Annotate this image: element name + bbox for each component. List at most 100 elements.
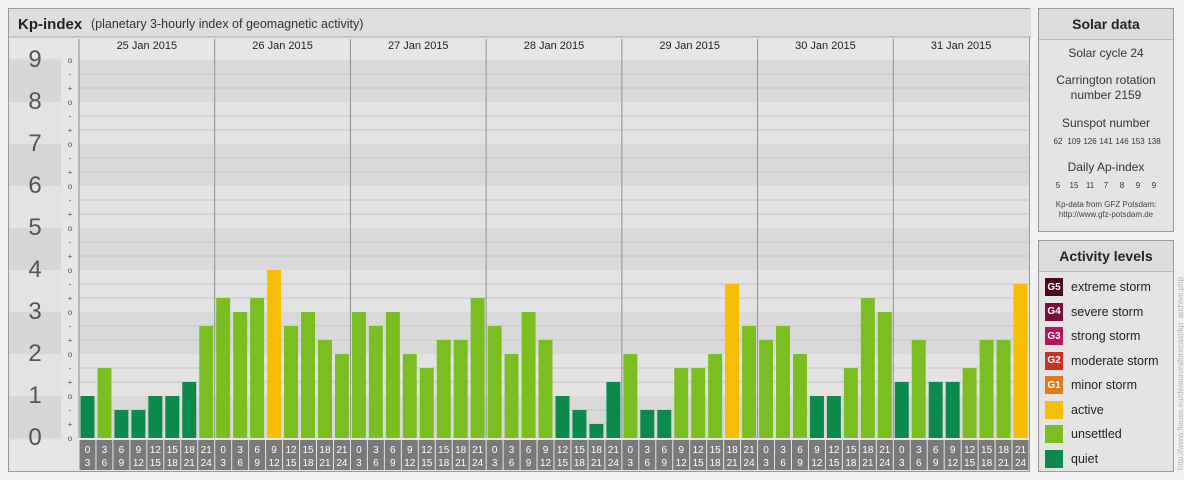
hour-labels: 0336699121215151818212124033669912121515…	[79, 440, 1029, 470]
y-tick-label: 9	[28, 46, 41, 73]
hour-cell	[147, 440, 164, 470]
sub-tick-label: +	[68, 84, 73, 93]
hour-label-end: 15	[557, 458, 569, 469]
sub-tick-label: +	[68, 168, 73, 177]
hour-label-start: 6	[526, 445, 532, 456]
hour-label-end: 15	[150, 458, 162, 469]
hour-label-end: 12	[811, 458, 823, 469]
kp-bar	[843, 367, 858, 438]
y-tick-label: 5	[28, 214, 41, 241]
hour-label-start: 6	[797, 445, 803, 456]
sub-tick-label: -	[69, 112, 72, 121]
hour-label-end: 18	[710, 458, 722, 469]
hour-cell	[1012, 440, 1029, 470]
sunspot-value: 146	[1115, 137, 1129, 146]
kp-bars	[80, 270, 1028, 438]
hour-label-end: 12	[404, 458, 416, 469]
ap-value: 9	[1135, 181, 1141, 190]
hour-label-start: 6	[254, 445, 260, 456]
kp-bar	[708, 354, 723, 438]
kp-axis: 0 1 2 3 4 5 6 7 8 9 o + - o + - o + - o + - o + - o + - o + - o + - o + - o	[9, 39, 80, 451]
kp-bar	[97, 367, 112, 438]
hour-label-start: 18	[998, 445, 1010, 456]
hour-cell	[690, 440, 707, 470]
hour-cell	[79, 440, 96, 470]
y-axis-band	[9, 270, 61, 312]
hour-label-start: 0	[628, 445, 634, 456]
hour-cell	[622, 440, 639, 470]
hour-label-end: 24	[472, 458, 484, 469]
kp-bar	[759, 340, 774, 438]
kp-bar	[809, 396, 824, 438]
kp-bar	[334, 354, 349, 438]
y-axis-band	[9, 354, 61, 396]
hour-label-end: 9	[661, 458, 667, 469]
ap-label: Daily Ap-index	[1067, 160, 1145, 174]
hour-label-start: 12	[828, 445, 840, 456]
hour-label-start: 21	[1015, 445, 1027, 456]
hour-label-start: 12	[964, 445, 976, 456]
ap-value: 9	[1151, 181, 1157, 190]
hour-label-start: 18	[727, 445, 739, 456]
legend-swatch: G4	[1045, 302, 1063, 321]
hour-label-start: 3	[645, 445, 651, 456]
source-link[interactable]: http://www.gfz-potsdam.de	[1058, 210, 1154, 219]
kp-bar	[436, 340, 451, 438]
hour-cell	[893, 440, 910, 470]
sub-tick-label: o	[68, 182, 73, 191]
hour-label-end: 6	[373, 458, 379, 469]
kp-bar	[657, 409, 672, 438]
kp-band	[79, 60, 1029, 102]
hour-label-end: 24	[879, 458, 891, 469]
hour-cell	[215, 440, 232, 470]
hour-label-end: 9	[933, 458, 939, 469]
hour-label-end: 6	[780, 458, 786, 469]
hour-label-end: 18	[167, 458, 179, 469]
hour-cell	[333, 440, 350, 470]
legend-item: unsettled	[1039, 422, 1173, 447]
hour-cell	[775, 440, 791, 470]
sub-tick-label: o	[68, 266, 73, 275]
sunspot-value: 138	[1147, 137, 1161, 146]
legend-swatch: G5	[1045, 278, 1063, 297]
hour-label-start: 0	[492, 445, 498, 456]
kp-bar	[996, 340, 1011, 438]
hour-cell	[537, 440, 554, 470]
hour-label-end: 9	[526, 458, 532, 469]
kp-bar	[979, 340, 994, 438]
sunspot-value: 62	[1053, 137, 1063, 146]
kp-bar	[199, 325, 214, 438]
hour-label-start: 15	[710, 445, 722, 456]
y-axis-band	[9, 102, 61, 144]
hour-cell	[588, 440, 605, 470]
hour-cell	[435, 440, 452, 470]
day-label: 27 Jan 2015	[388, 40, 449, 52]
kp-bar	[148, 396, 163, 438]
y-axis-band	[9, 312, 61, 354]
kp-bar	[250, 298, 265, 438]
solar-data-panel: Solar data Solar cycle 24 Carrington rot…	[1038, 8, 1174, 232]
legend-swatch	[1045, 400, 1063, 419]
legend-item: G4 severe storm	[1039, 300, 1173, 325]
kp-bar	[402, 354, 417, 438]
hour-cell	[113, 440, 130, 470]
hour-label-start: 18	[319, 445, 331, 456]
carrington-line-1: Carrington rotation	[1056, 73, 1156, 87]
hour-label-end: 18	[574, 458, 586, 469]
hour-cell	[249, 440, 266, 470]
watermark-url: http://www.fleuse.eu/de/auroraforecast/k…	[1176, 277, 1184, 470]
hour-label-start: 3	[509, 445, 515, 456]
activity-levels-title: Activity levels	[1039, 241, 1173, 272]
sub-tick-label: +	[68, 126, 73, 135]
hour-label-start: 3	[237, 445, 243, 456]
y-tick-label: 8	[28, 88, 41, 115]
activity-levels-panel: Activity levels G5 extreme storm G4 severe …	[1038, 240, 1174, 472]
hour-label-end: 3	[763, 458, 769, 469]
kp-bar	[368, 325, 383, 438]
hour-label-start: 12	[693, 445, 705, 456]
hour-label-end: 15	[828, 458, 840, 469]
hour-label-end: 21	[998, 458, 1010, 469]
hour-label-end: 6	[237, 458, 243, 469]
hour-cell	[486, 440, 503, 470]
sunspot-values: 62 109 126 141 146 153 138	[1039, 137, 1173, 146]
